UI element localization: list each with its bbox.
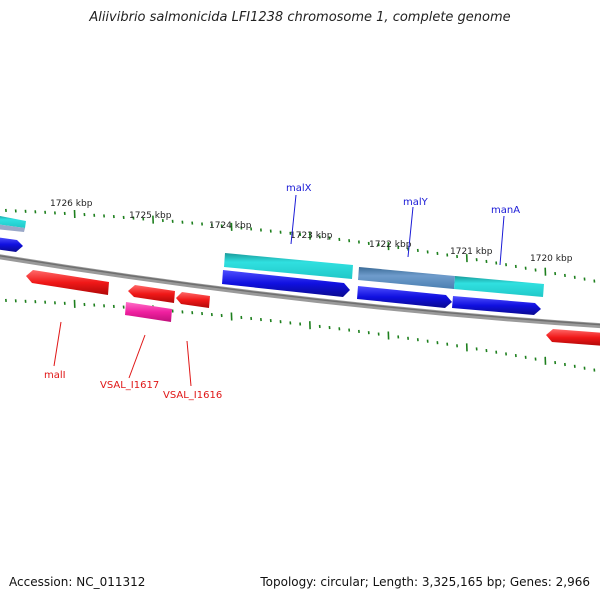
gene-malX — [224, 253, 353, 279]
genome-summary: Topology: circular; Length: 3,325,165 bp… — [260, 575, 590, 589]
scale-label-1724: 1724 kbp — [209, 221, 252, 231]
scale-label-1726: 1726 kbp — [50, 199, 93, 209]
scale-label-1723: 1723 kbp — [290, 231, 333, 241]
genome-backbone — [0, 254, 600, 329]
leader-VSAL-I1616 — [186, 340, 192, 387]
gene-VSAL-I1616 — [176, 292, 210, 308]
accession-label: Accession: NC_011312 — [9, 575, 146, 589]
leader-malY — [407, 206, 414, 258]
scale-label-1725: 1725 kbp — [129, 211, 172, 221]
gene-malY — [358, 267, 455, 289]
scale-label-1722: 1722 kbp — [369, 240, 412, 250]
inner-tick-ring — [5, 298, 596, 372]
leader-VSAL-I1617 — [128, 334, 146, 379]
gene-forward-blue-2 — [357, 286, 452, 308]
gene-label-malI: malI — [44, 370, 66, 381]
gene-VSAL-I1616-a — [128, 285, 175, 303]
leader-malI — [53, 321, 62, 367]
genome-backbone-highlight — [0, 255, 600, 326]
gene-label-VSAL-I1617: VSAL_I1617 — [100, 380, 159, 391]
gene-manA — [454, 276, 544, 297]
gene-partial-right-red — [546, 329, 600, 346]
gene-forward-blue-1 — [222, 270, 350, 297]
gene-partial-left-cyan — [0, 215, 26, 228]
gene-partial-left-steel — [0, 224, 25, 232]
outer-tick-ring — [5, 208, 596, 283]
gene-label-VSAL-I1616: VSAL_I1616 — [163, 390, 222, 401]
leader-manA — [499, 215, 505, 266]
map-title: Aliivibrio salmonicida LFI1238 chromosom… — [89, 10, 511, 25]
leader-malX — [290, 194, 297, 245]
gene-malI — [26, 270, 109, 295]
gene-partial-left-blue — [0, 237, 23, 252]
gene-label-malY: malY — [403, 197, 429, 208]
scale-label-1721: 1721 kbp — [450, 247, 493, 257]
gene-VSAL-I1617 — [125, 302, 172, 322]
gene-forward-blue-3 — [452, 296, 541, 315]
gene-label-malX: malX — [286, 183, 312, 194]
scale-label-1720: 1720 kbp — [530, 254, 573, 264]
gene-label-manA: manA — [491, 205, 520, 216]
